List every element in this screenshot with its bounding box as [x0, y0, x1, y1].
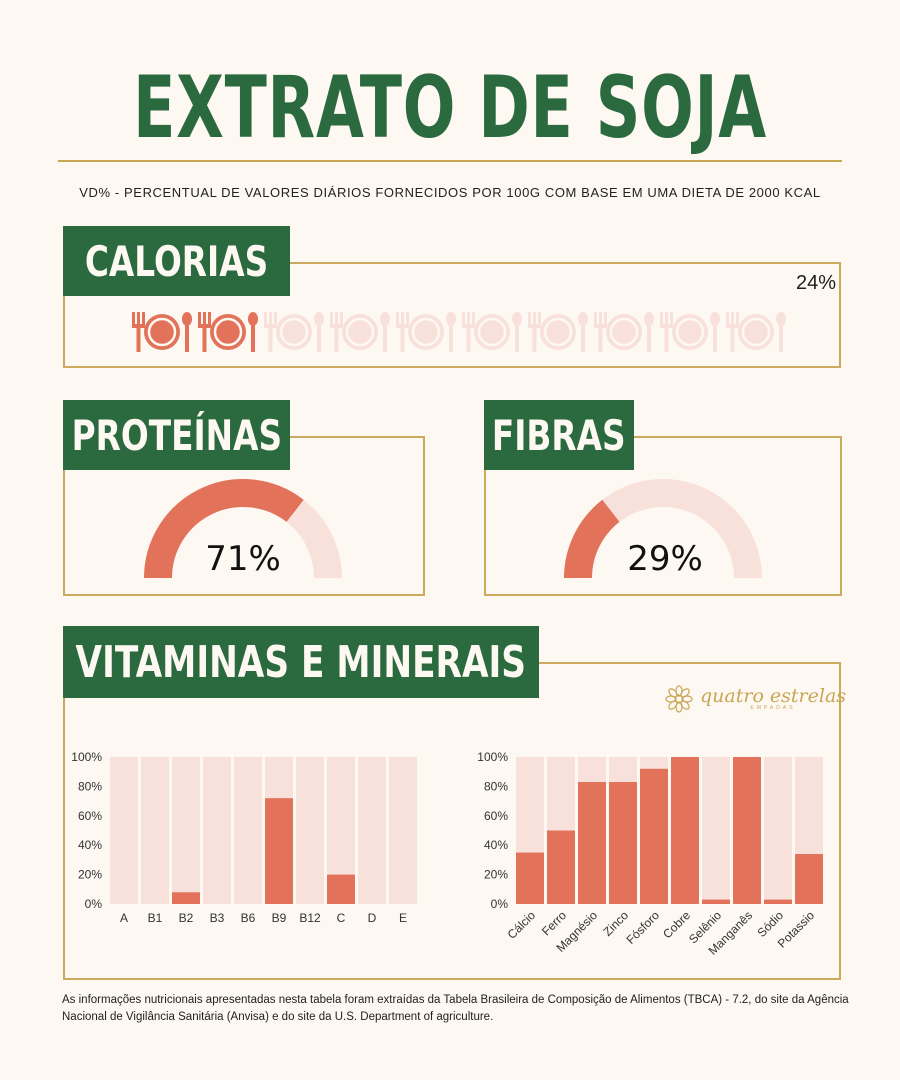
- minerais-bar: [609, 781, 637, 904]
- vitaminas-bar-track: [172, 757, 200, 904]
- vitaminas-bar-track: [389, 757, 417, 904]
- minerais-bar-track: [702, 757, 730, 904]
- minerais-category-label: Cálcio: [505, 908, 539, 942]
- vitaminas-bar: [327, 874, 355, 904]
- calorias-label: CALORIAS: [63, 226, 290, 296]
- minerais-bar: [547, 830, 575, 904]
- minerais-ytick-label: 40%: [484, 838, 508, 852]
- vitaminas-ytick-label: 0%: [85, 897, 103, 911]
- place-setting-icon: [330, 312, 390, 352]
- footer-source-note: As informações nutricionais apresentadas…: [62, 994, 849, 1023]
- page-title: EXTRATO DE SOJA: [133, 58, 767, 158]
- vitaminas-bar-track: [110, 757, 138, 904]
- place-setting-icon: [132, 312, 192, 352]
- vitaminas-category-label: B2: [179, 911, 194, 925]
- vitaminas-bar: [172, 892, 200, 904]
- minerais-ytick-label: 100%: [477, 750, 508, 764]
- place-setting-icon: [264, 312, 324, 352]
- vitaminas-ytick-label: 20%: [78, 868, 102, 882]
- vitaminas-bar-track: [358, 757, 386, 904]
- vitaminas-ytick-label: 40%: [78, 838, 102, 852]
- subtitle: VD% - PERCENTUAL DE VALORES DIÁRIOS FORN…: [79, 185, 821, 200]
- calorias-value: 24%: [796, 272, 837, 294]
- logo-name: quatro estrelas: [700, 685, 847, 707]
- minerais-bar: [764, 899, 792, 904]
- logo-sub: EMPADAS: [750, 705, 796, 711]
- vitaminas-bar: [265, 798, 293, 904]
- fibras-gauge-fill: [564, 499, 620, 579]
- vitaminas-bar-track: [203, 757, 231, 904]
- minerais-bar: [671, 757, 699, 904]
- vitaminas-category-label: D: [368, 911, 377, 925]
- vitaminas-category-label: B9: [272, 911, 287, 925]
- vitaminas-label: VITAMINAS E MINERAIS: [63, 626, 539, 698]
- minerais-ytick-label: 80%: [484, 779, 508, 793]
- vitaminas-ytick-label: 100%: [71, 750, 102, 764]
- minerais-ytick-label: 60%: [484, 809, 508, 823]
- place-setting-icon: [528, 312, 588, 352]
- vitaminas-ytick-label: 80%: [78, 779, 102, 793]
- place-setting-icon: [198, 312, 258, 352]
- proteinas-gauge-fill: [144, 479, 304, 579]
- vitaminas-category-label: A: [120, 911, 128, 925]
- minerais-category-label: Fósforo: [623, 908, 662, 947]
- vitaminas-bar-track: [141, 757, 169, 904]
- minerais-ytick-label: 20%: [484, 868, 508, 882]
- vitaminas-category-label: B6: [241, 911, 256, 925]
- vitaminas-category-label: E: [399, 911, 407, 925]
- vitaminas-category-label: B1: [148, 911, 163, 925]
- minerais-bar: [516, 852, 544, 904]
- vitaminas-bar-track: [234, 757, 262, 904]
- proteinas-gauge: 71%: [144, 479, 342, 579]
- place-setting-icon: [726, 312, 786, 352]
- fibras-value: 29%: [627, 539, 703, 579]
- flower-icon: [665, 685, 693, 713]
- place-setting-icon: [462, 312, 522, 352]
- minerais-bar: [795, 854, 823, 904]
- fibras-panel: [484, 436, 842, 596]
- vitaminas-chart: 0% 20% 40% 60% 80% 100% A B1 B2 B3 B6 B9 B12 C D E: [71, 750, 417, 925]
- fibras-gauge: 29%: [564, 479, 762, 579]
- minerais-ytick-label: 0%: [491, 897, 509, 911]
- proteinas-label: PROTEÍNAS: [63, 400, 290, 470]
- vitaminas-bar-track: [296, 757, 324, 904]
- vitaminas-category-label: B3: [210, 911, 225, 925]
- minerais-bar-track: [764, 757, 792, 904]
- fibras-label: FIBRAS: [484, 400, 634, 470]
- place-setting-icon: [396, 312, 456, 352]
- calorias-icon-row: [132, 312, 786, 352]
- vitaminas-category-label: B12: [299, 911, 321, 925]
- minerais-bar: [640, 768, 668, 904]
- place-setting-icon: [660, 312, 720, 352]
- minerais-bar: [578, 781, 606, 904]
- calorias-panel: [63, 262, 841, 368]
- proteinas-value: 71%: [205, 539, 281, 579]
- vitaminas-category-label: C: [337, 911, 346, 925]
- minerais-bar: [733, 757, 761, 904]
- vitaminas-ytick-label: 60%: [78, 809, 102, 823]
- place-setting-icon: [594, 312, 654, 352]
- title-divider: [58, 160, 842, 162]
- minerais-bar: [702, 899, 730, 904]
- brand-logo: quatro estrelas EMPADAS: [664, 684, 846, 714]
